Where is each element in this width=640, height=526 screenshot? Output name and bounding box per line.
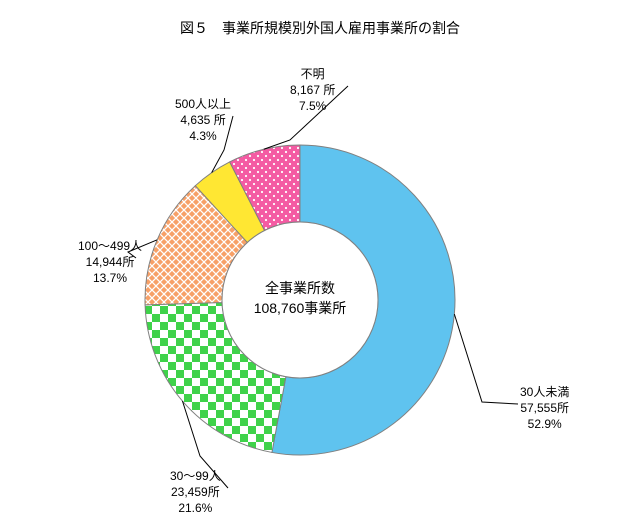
label-unknown-name: 不明 [290,66,335,82]
label-100_499-name: 100～499人 [78,238,142,254]
label-100_499-count: 14,944所 [78,254,142,270]
label-lt30: 30人未満57,555所52.9% [520,384,569,433]
label-30_99: 30～99人23,459所21.6% [170,468,221,517]
chart-title: 図５ 事業所規模別外国人雇用事業所の割合 [0,18,640,38]
leader-lt30 [454,314,518,404]
label-100_499: 100～499人14,944所13.7% [78,238,142,287]
label-gt500-count: 4,635 所 [175,112,231,128]
center-line1: 全事業所数 [265,280,335,296]
label-lt30-count: 57,555所 [520,400,569,416]
label-30_99-count: 23,459所 [170,484,221,500]
label-unknown-pct: 7.5% [290,98,335,114]
label-gt500-pct: 4.3% [175,128,231,144]
label-100_499-pct: 13.7% [78,270,142,286]
label-gt500-name: 500人以上 [175,96,231,112]
label-unknown-count: 8,167 所 [290,82,335,98]
center-label: 全事業所数 108,760事業所 [230,278,370,319]
label-lt30-name: 30人未満 [520,384,569,400]
label-30_99-name: 30～99人 [170,468,221,484]
donut-chart: 30人未満57,555所52.9% 30～99人23,459所21.6% 100～4… [0,50,640,526]
label-unknown: 不明8,167 所7.5% [290,66,335,115]
label-30_99-pct: 21.6% [170,500,221,516]
label-lt30-pct: 52.9% [520,416,569,432]
label-gt500: 500人以上4,635 所4.3% [175,96,231,145]
center-line2: 108,760事業所 [254,300,347,316]
